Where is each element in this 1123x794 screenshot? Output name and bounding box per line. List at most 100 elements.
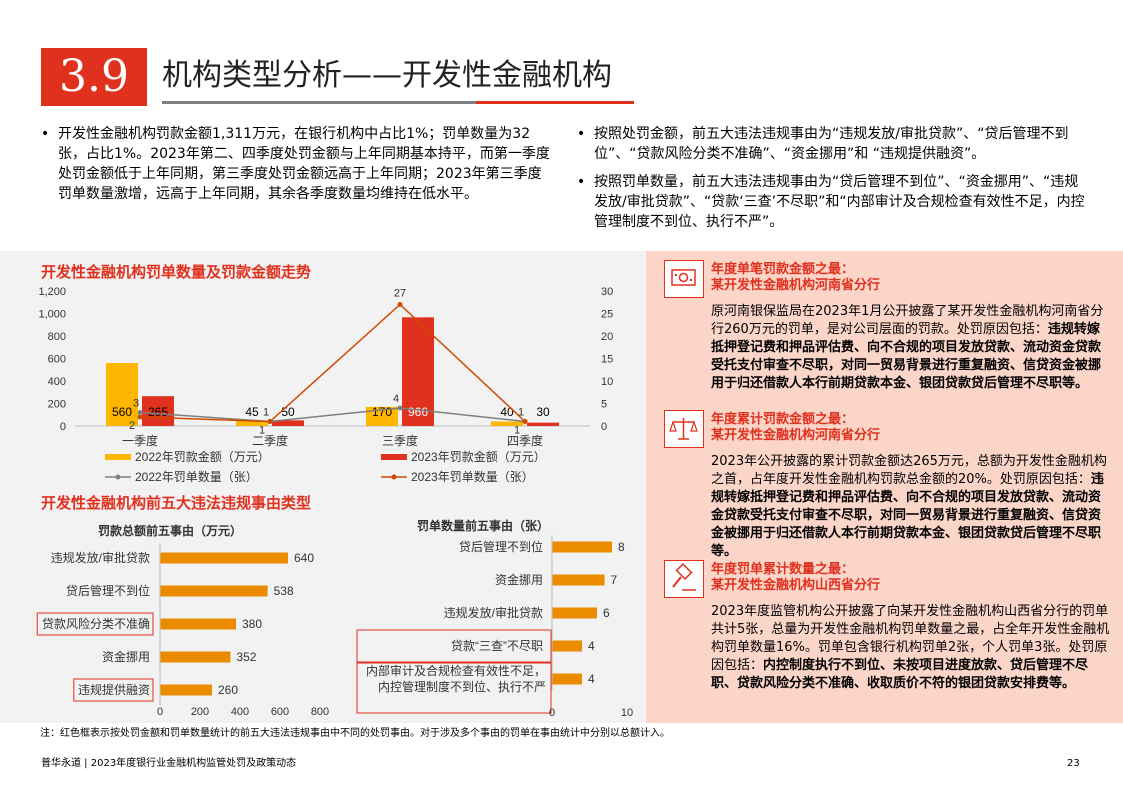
bar-2022	[366, 406, 398, 426]
y-left-tick-label: 0	[60, 421, 66, 433]
data-label-2023: 30	[536, 405, 550, 419]
point-2023	[522, 419, 528, 424]
y-right-tick-label: 5	[601, 399, 607, 411]
data-label: 7	[611, 573, 618, 587]
category-label: 贷款风险分类不准确	[42, 616, 150, 631]
category-label: 贷后管理不到位	[66, 583, 150, 598]
case-body: 原河南银保监局在2023年1月公开披露了某开发性金融机构河南省分行260万元的罚…	[711, 304, 1104, 391]
line-2022	[139, 407, 526, 423]
highlight-box	[356, 662, 552, 714]
legend-label: 2023年罚款金额（万元）	[411, 449, 546, 464]
legend-marker-2023-count	[391, 474, 397, 480]
bar-amount	[160, 552, 288, 564]
trend-chart: 0 200 400 600 800 1,000 1,200 0 5 10 15 20 25 30 560 26…	[38, 286, 613, 484]
bullet-item: 按照罚单数量，前五大违法违规事由为“贷后管理不到位”、“资金挪用”、“违规发放/…	[576, 172, 1091, 232]
x-tick-label: 600	[271, 706, 289, 718]
x-tick-label: 200	[191, 706, 209, 718]
data-label: 260	[218, 683, 238, 697]
bar-count	[552, 673, 582, 685]
legend-label: 2022年罚单数量（张）	[135, 469, 258, 484]
title-underline	[162, 101, 476, 104]
y-right-tick-label: 25	[601, 309, 613, 321]
line-2023	[139, 303, 526, 423]
bar-2023	[527, 422, 559, 426]
data-label: 352	[236, 650, 256, 664]
case-heading: 年度累计罚款金额之最： 某开发性金融机构河南省分行	[711, 412, 881, 443]
title-underline-accent	[476, 101, 634, 104]
bullet-item: 按照处罚金额，前五大违法违规事由为“违规发放/审批贷款”、“贷后管理不到位”、“…	[576, 124, 1091, 164]
data-label: 4	[588, 672, 595, 686]
highlight-box	[73, 678, 154, 702]
charts-panel	[0, 251, 646, 723]
point-2022	[397, 405, 403, 411]
legend-label: 2023年罚单数量（张）	[411, 469, 534, 484]
bar-count	[552, 541, 612, 553]
y-left-tick-label: 200	[48, 399, 66, 411]
x-category-label: 四季度	[507, 433, 543, 448]
page-title: 机构类型分析——开发性金融机构	[162, 58, 612, 93]
category-label: 贷后管理不到位	[459, 539, 543, 554]
x-tick-label: 10	[621, 707, 633, 719]
x-category-label: 一季度	[122, 433, 158, 448]
point-label-2022: 4	[393, 393, 399, 405]
y-right-tick-label: 30	[601, 286, 613, 298]
point-2023	[267, 419, 273, 424]
y-right-tick-label: 15	[601, 354, 613, 366]
bar-amount	[160, 651, 231, 663]
footnote: 注：红色框表示按处罚金额和罚单数量统计的前五大违法违规事由中不同的处罚事由。对于…	[40, 728, 670, 739]
y-right-tick-label: 10	[601, 376, 613, 388]
legend-swatch-2022-amount	[105, 454, 131, 460]
bar-amount	[160, 618, 236, 630]
y-right-tick-label: 0	[601, 421, 607, 433]
case-body: 2023年度监管机构公开披露了向某开发性金融机构山西省分行的罚单共计5张，总量为…	[711, 604, 1110, 691]
data-label-2023: 966	[408, 405, 428, 419]
x-tick-label: 400	[231, 706, 249, 718]
category-label: 违规发放/审批贷款	[51, 550, 150, 565]
point-label-2022: 3	[133, 398, 139, 410]
data-label-2022: 40	[500, 405, 514, 419]
legend-swatch-2023-amount	[381, 454, 407, 460]
y-left-tick-label: 400	[48, 376, 66, 388]
bullet-item: 开发性金融机构罚款金额1,311万元，在银行机构中占比1%；罚单数量为32张，占…	[40, 124, 555, 204]
x-category-label: 三季度	[382, 433, 418, 448]
bar-2023	[402, 317, 434, 426]
data-label: 380	[242, 617, 262, 631]
bar-amount	[160, 684, 212, 696]
data-label-2023: 265	[148, 405, 168, 419]
data-label-2023: 50	[281, 405, 295, 419]
bar-count	[552, 640, 582, 652]
category-label: 违规发放/审批贷款	[444, 605, 543, 620]
data-label: 538	[274, 584, 294, 598]
legend-marker-2022-count	[115, 474, 121, 480]
bar-2022	[491, 421, 523, 426]
point-label-2023: 2	[129, 420, 135, 432]
point-label-2023: 1	[514, 425, 520, 437]
point-2023	[397, 302, 403, 307]
x-tick-label: 0	[549, 707, 555, 719]
case-body: 2023年公开披露的累计罚款金额达265万元，总额为开发性金融机构之首，占年度开…	[711, 454, 1107, 559]
data-label: 6	[603, 606, 610, 620]
money-bill-icon	[664, 260, 704, 298]
point-label-2023: 1	[259, 425, 265, 437]
highlight-box	[356, 629, 552, 663]
summary-bullets-left: 开发性金融机构罚款金额1,311万元，在银行机构中占比1%；罚单数量为32张，占…	[40, 124, 555, 212]
bar-amount	[160, 585, 268, 597]
category-label: 内控管理制度不到位、执行不严	[378, 679, 546, 694]
category-label: 资金挪用	[102, 649, 150, 664]
point-2023	[137, 414, 143, 420]
subchart-title: 罚款总额前五事由（万元）	[98, 523, 242, 538]
point-label-2023: 27	[394, 288, 406, 300]
section-number-badge: 3.9	[41, 48, 147, 106]
point-label-2022: 1	[263, 407, 269, 419]
x-tick-label: 0	[157, 706, 163, 718]
y-left-tick-label: 1,200	[38, 286, 66, 298]
bar-count	[552, 574, 605, 586]
cases-panel	[646, 251, 1123, 723]
category-label: 资金挪用	[495, 572, 543, 587]
category-label: 内部审计及合规检查有效性不足，	[366, 663, 546, 678]
x-tick-label: 800	[311, 706, 329, 718]
point-2022	[137, 410, 143, 415]
highlight-box	[36, 612, 154, 636]
data-label: 640	[294, 551, 314, 565]
